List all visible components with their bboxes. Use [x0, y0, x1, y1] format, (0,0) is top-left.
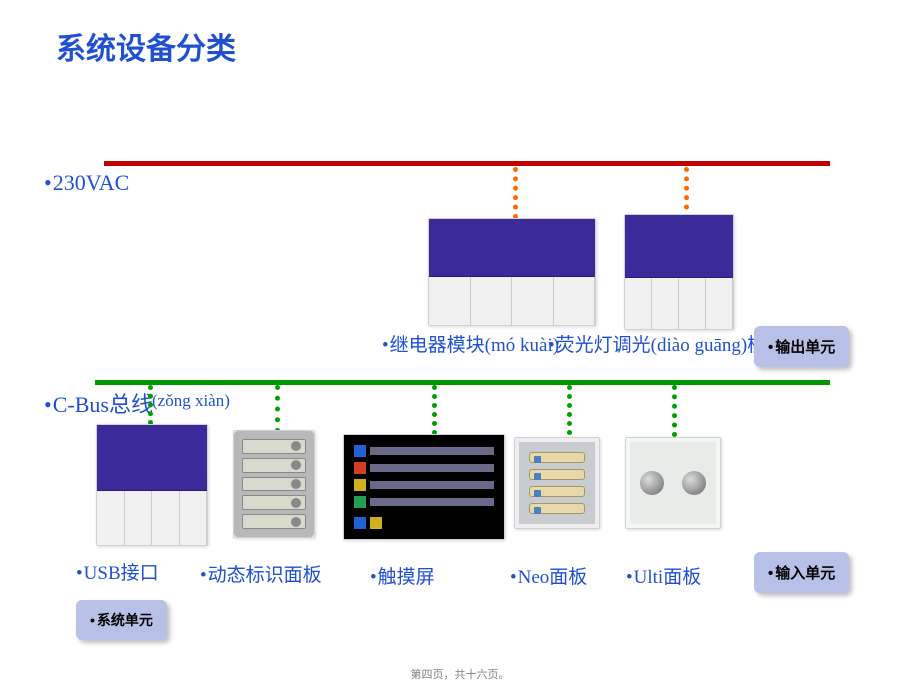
page-title: 系统设备分类 — [56, 24, 236, 68]
label-cbus-pinyin: (zǒng xiàn) — [152, 391, 230, 411]
dlt-panel-label: 动态标识面板 — [200, 560, 322, 587]
badge-system-unit: 系统单元 — [76, 600, 167, 640]
power-drop-1 — [684, 167, 689, 219]
usb-interface-label: USB接口 — [76, 558, 159, 585]
dimmer-module-label: 荧光灯调光(diào guāng)模 — [548, 330, 766, 357]
bus-drop-3 — [567, 385, 572, 435]
label-230vac: 230VAC — [44, 170, 129, 196]
touch-screen — [343, 434, 505, 540]
ulti-panel — [625, 437, 721, 529]
badge-input-unit: 输入单元 — [754, 552, 849, 593]
ulti-panel-label: Ulti面板 — [626, 562, 701, 589]
label-cbus: C-Bus总线 — [44, 387, 153, 419]
dimmer-module — [624, 214, 734, 330]
neo-panel — [514, 437, 600, 529]
bus-drop-2 — [432, 385, 437, 435]
dlt-panel — [233, 430, 315, 538]
bus-drop-4 — [672, 385, 677, 437]
power-drop-0 — [513, 167, 518, 219]
cbus-line — [95, 380, 830, 385]
relay-module — [428, 218, 596, 326]
bus-drop-0 — [148, 385, 153, 425]
touch-screen-label: 触摸屏 — [370, 562, 435, 589]
neo-panel-label: Neo面板 — [510, 562, 587, 589]
page-footer: 第四页，共十六页。 — [0, 666, 920, 682]
power-bus-line — [104, 161, 830, 166]
relay-module-label: 继电器模块(mó kuài) — [382, 330, 559, 357]
badge-output-unit: 输出单元 — [754, 326, 849, 367]
bus-drop-1 — [275, 385, 280, 433]
usb-interface — [96, 424, 208, 546]
